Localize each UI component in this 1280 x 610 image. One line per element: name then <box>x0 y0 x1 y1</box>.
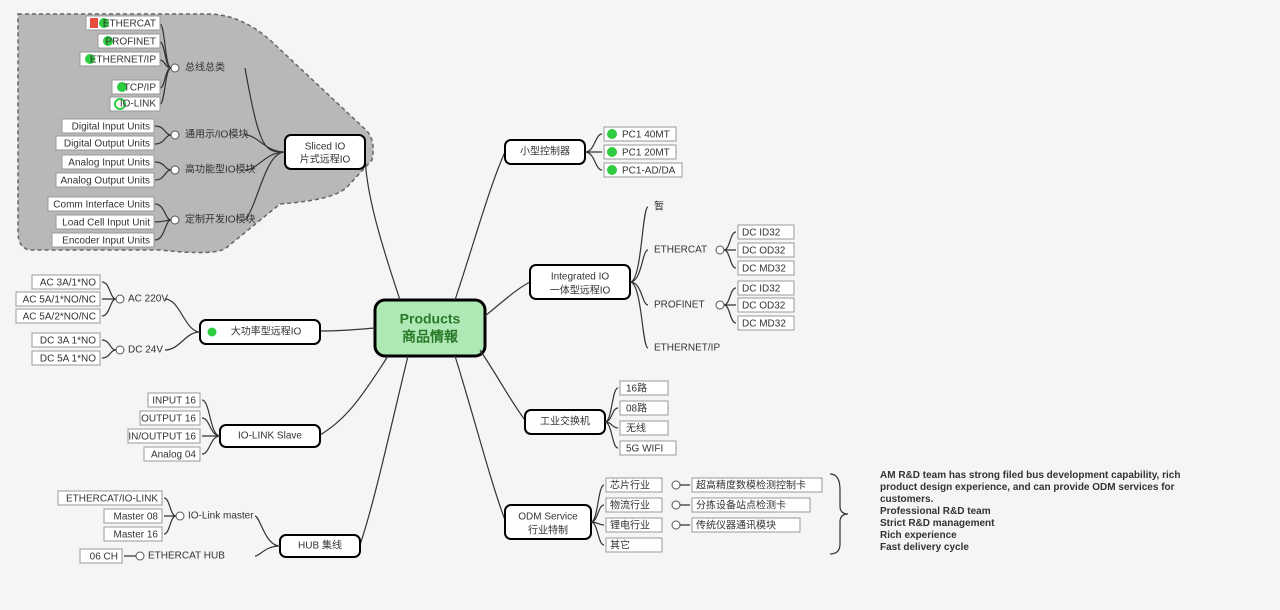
svg-text:OUTPUT 16: OUTPUT 16 <box>141 414 196 425</box>
svg-text:IO-LINK Slave: IO-LINK Slave <box>238 431 302 442</box>
sliced-sub0: 总线总类 <box>185 61 225 74</box>
svg-text:ETHERCAT: ETHERCAT <box>654 245 707 256</box>
svg-text:DC ID32: DC ID32 <box>742 284 781 295</box>
svg-text:无线: 无线 <box>626 422 646 435</box>
svg-text:IO-Link master: IO-Link master <box>188 511 254 522</box>
svg-text:Analog Input Units: Analog Input Units <box>68 158 150 169</box>
svg-text:物流行业: 物流行业 <box>610 499 650 512</box>
svg-text:超高精度数模检测控制卡: 超高精度数模检测控制卡 <box>696 479 806 492</box>
svg-text:行业特制: 行业特制 <box>528 524 568 537</box>
odm-desc-0: AM R&D team has strong filed bus develop… <box>880 470 1180 481</box>
odm-desc-1: product design experience, and can provi… <box>880 482 1175 493</box>
sliced-sub3: 定制开发IO模块 <box>185 213 256 226</box>
svg-text:DC OD32: DC OD32 <box>742 301 786 312</box>
svg-text:INPUT 16: INPUT 16 <box>152 396 196 407</box>
svg-text:DC ID32: DC ID32 <box>742 228 781 239</box>
svg-text:PC1 40MT: PC1 40MT <box>622 130 670 141</box>
svg-text:ETHERCAT/IO-LINK: ETHERCAT/IO-LINK <box>66 494 158 505</box>
odm-desc-6: Fast delivery cycle <box>880 542 969 553</box>
svg-text:HUB 集线: HUB 集线 <box>298 539 342 552</box>
svg-text:DC 24V: DC 24V <box>128 345 163 356</box>
conn-big <box>320 328 375 331</box>
odm-desc-2: customers. <box>880 494 934 505</box>
svg-text:Digital Input Units: Digital Input Units <box>72 122 150 133</box>
conn-odm <box>455 356 505 520</box>
svg-text:16路: 16路 <box>626 382 647 395</box>
svg-text:AC 3A/1*NO: AC 3A/1*NO <box>40 278 96 289</box>
svg-text:Analog 04: Analog 04 <box>151 450 196 461</box>
conn-switch <box>480 350 525 420</box>
sliced-sub2: 高功能型IO模块 <box>185 163 256 176</box>
svg-text:其它: 其它 <box>610 539 630 552</box>
svg-text:TCP/IP: TCP/IP <box>124 83 157 94</box>
svg-text:一体型远程IO: 一体型远程IO <box>550 284 611 297</box>
svg-text:Integrated IO: Integrated IO <box>551 272 610 283</box>
svg-text:DC 5A 1*NO: DC 5A 1*NO <box>40 354 96 365</box>
svg-text:Analog Output Units: Analog Output Units <box>61 176 151 187</box>
svg-text:PC1 20MT: PC1 20MT <box>622 148 670 159</box>
dot-custom <box>171 216 179 224</box>
conn-hub <box>360 356 408 545</box>
svg-text:ETHERCAT HUB: ETHERCAT HUB <box>148 551 225 562</box>
svg-text:AC 5A/2*NO/NC: AC 5A/2*NO/NC <box>23 312 96 323</box>
svg-text:芯片行业: 芯片行业 <box>610 479 650 492</box>
svg-text:AC 220V: AC 220V <box>128 294 168 305</box>
sliced-sub1: 通用示/IO模块 <box>185 129 248 141</box>
svg-text:Digital Output Units: Digital Output Units <box>64 139 150 150</box>
svg-text:Master 08: Master 08 <box>114 512 159 523</box>
svg-text:06 CH: 06 CH <box>90 552 118 563</box>
svg-text:小型控制器: 小型控制器 <box>520 145 570 158</box>
svg-text:5G WIFI: 5G WIFI <box>626 444 663 455</box>
conn-integ <box>485 282 530 316</box>
svg-text:Encoder Input Units: Encoder Input Units <box>62 236 150 247</box>
odm-brace <box>830 474 848 554</box>
svg-text:ETHERCAT: ETHERCAT <box>103 19 156 30</box>
svg-text:锂电行业: 锂电行业 <box>610 519 650 532</box>
svg-text:Load Cell Input Unit: Load Cell Input Unit <box>62 218 150 229</box>
svg-text:Comm Interface Units: Comm Interface Units <box>53 200 150 211</box>
svg-text:PC1-AD/DA: PC1-AD/DA <box>622 166 676 177</box>
conn-sliced <box>365 152 400 300</box>
dot-general <box>171 131 179 139</box>
big-label: 大功率型远程IO <box>231 325 302 338</box>
dot-bus <box>171 64 179 72</box>
dot-hiperf <box>171 166 179 174</box>
svg-text:AC 5A/1*NO/NC: AC 5A/1*NO/NC <box>23 295 96 306</box>
center-subtitle: 商品情報 <box>402 329 459 345</box>
svg-text:暂: 暂 <box>654 201 664 213</box>
odm-desc-5: Rich experience <box>880 530 957 541</box>
svg-text:IN/OUTPUT 16: IN/OUTPUT 16 <box>128 432 196 443</box>
center-title: Products <box>400 311 461 327</box>
svg-text:DC MD32: DC MD32 <box>742 319 786 330</box>
sliced-label2: 片式远程IO <box>300 153 351 166</box>
conn-mini <box>455 152 505 300</box>
svg-text:传统仪器通讯模块: 传统仪器通讯模块 <box>696 519 776 532</box>
svg-text:分拣设备站点检测卡: 分拣设备站点检测卡 <box>696 499 786 512</box>
sliced-label1: Sliced IO <box>305 142 346 153</box>
odm-desc-3: Professional R&D team <box>880 506 991 517</box>
svg-text:08路: 08路 <box>626 402 647 415</box>
odm-desc-4: Strict R&D management <box>880 518 995 529</box>
svg-text:PROFINET: PROFINET <box>654 300 705 311</box>
svg-text:工业交换机: 工业交换机 <box>540 415 590 428</box>
check-icon <box>207 327 217 337</box>
svg-text:Master 16: Master 16 <box>114 530 159 541</box>
svg-text:IO-LINK: IO-LINK <box>120 99 156 110</box>
svg-text:ETHERNET/IP: ETHERNET/IP <box>90 55 156 66</box>
conn-iolink <box>320 356 388 435</box>
svg-text:DC MD32: DC MD32 <box>742 264 786 275</box>
svg-text:ODM Service: ODM Service <box>518 512 578 523</box>
svg-text:DC OD32: DC OD32 <box>742 246 786 257</box>
svg-text:DC 3A 1*NO: DC 3A 1*NO <box>40 336 96 347</box>
svg-text:PROFINET: PROFINET <box>105 37 156 48</box>
svg-text:ETHERNET/IP: ETHERNET/IP <box>654 343 720 354</box>
